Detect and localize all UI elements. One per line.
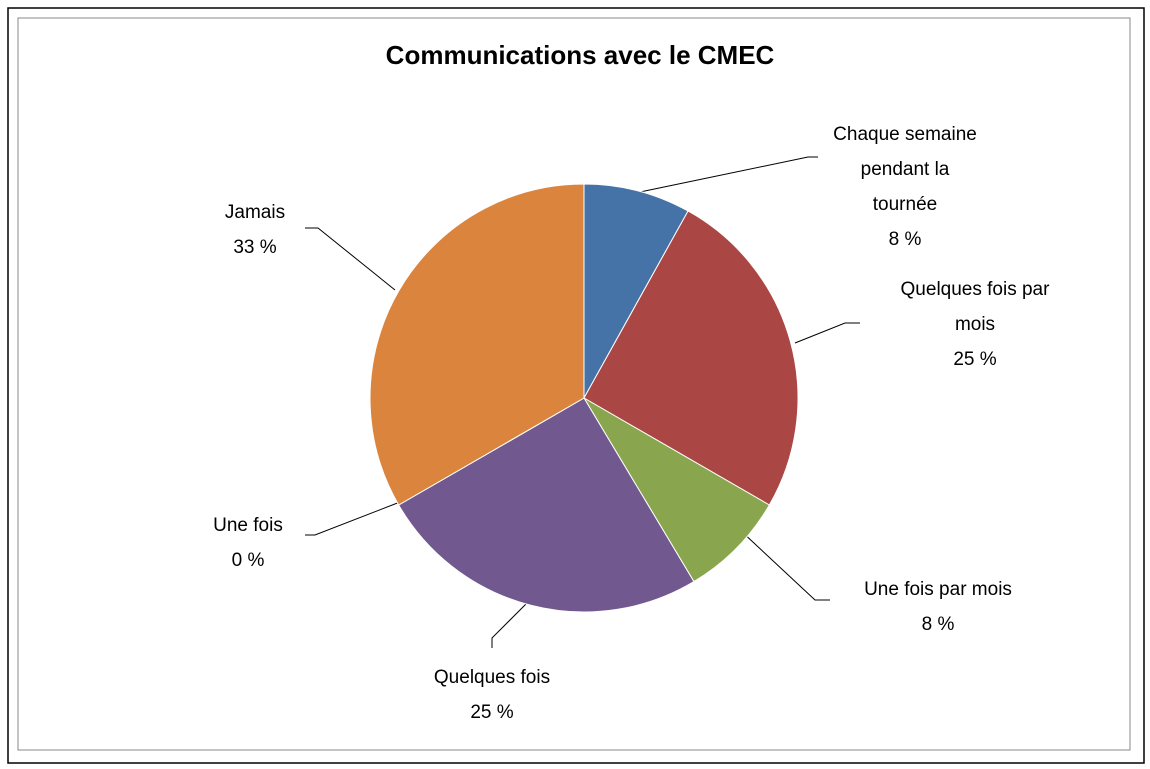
leader-line <box>739 529 830 601</box>
pie-slice <box>583 210 799 506</box>
leader-line <box>639 156 818 193</box>
value-label: 25 % <box>470 702 514 723</box>
leader-line <box>305 501 401 536</box>
pie-slice <box>583 183 689 400</box>
value-label: 0 % <box>231 550 265 571</box>
leader-line <box>794 322 860 344</box>
slice-label: Chaque semaine pendant la tournée <box>833 124 977 215</box>
slice-label: Quelques fois par mois <box>900 279 1050 335</box>
pie-slice <box>397 397 695 613</box>
leader-line <box>491 599 531 648</box>
chart-frame <box>17 17 1131 751</box>
value-label: 25 % <box>953 349 997 370</box>
leader-line <box>305 227 396 291</box>
value-label: 8 % <box>921 614 955 635</box>
pie-slice <box>369 183 585 506</box>
outer-frame <box>7 7 1145 764</box>
value-label: 33 % <box>233 237 277 258</box>
slice-label: Quelques fois <box>433 667 551 688</box>
slice-label: Une fois <box>213 515 283 536</box>
slice-label: Jamais <box>224 202 286 223</box>
pie-slice <box>582 396 771 583</box>
slice-label: Une fois par mois <box>864 579 1012 600</box>
chart-title: Communications avec le CMEC <box>385 40 775 70</box>
value-label: 8 % <box>888 229 922 250</box>
leader-lines <box>305 156 860 648</box>
